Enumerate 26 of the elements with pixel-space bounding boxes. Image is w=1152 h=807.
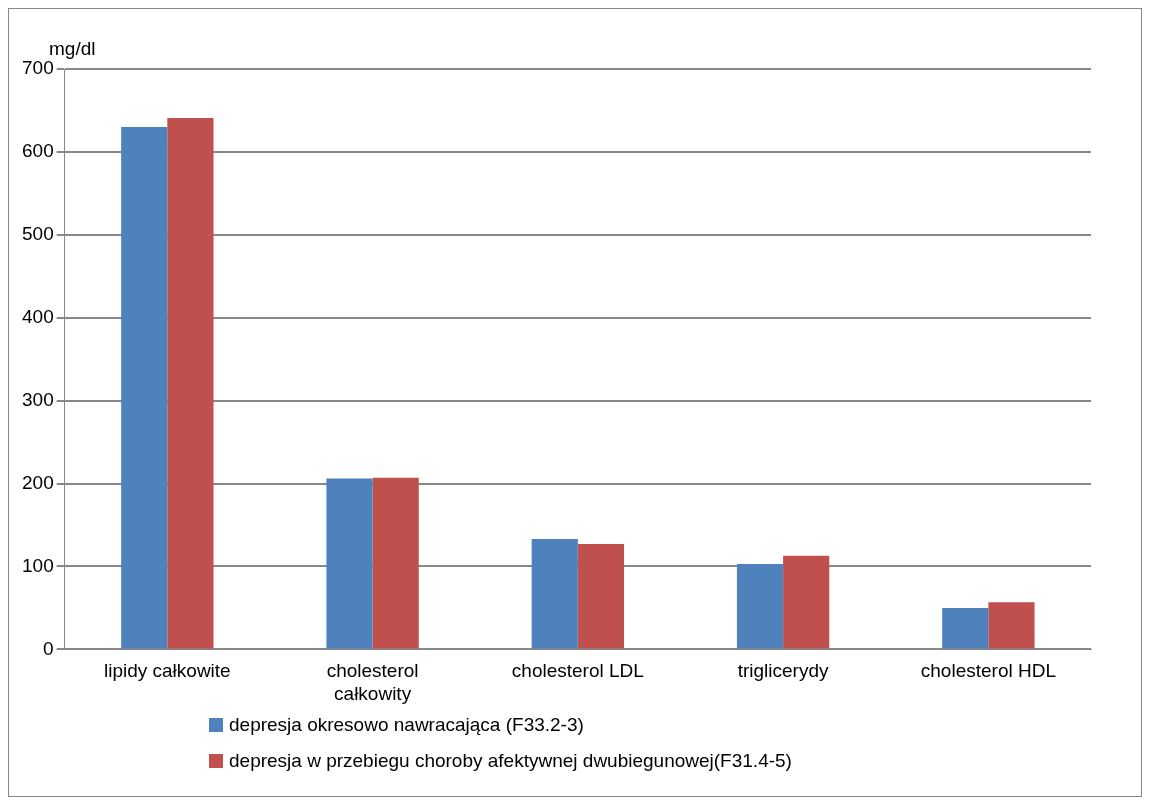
x-tick-label: lipidy całkowite xyxy=(103,660,231,682)
bar xyxy=(736,564,784,649)
y-tick-label: 300 xyxy=(22,388,54,410)
bar xyxy=(531,539,578,649)
y-axis-title: mg/dl xyxy=(49,37,96,59)
y-tick-label: 200 xyxy=(22,471,54,493)
y-tick-label: 400 xyxy=(22,305,54,327)
bar xyxy=(167,117,214,649)
y-tick-label: 600 xyxy=(22,140,54,162)
bar xyxy=(372,477,419,649)
x-tick-label: cholesterol HDL xyxy=(920,660,1056,682)
x-tick-label: cholesterol LDL xyxy=(511,660,644,682)
bar xyxy=(326,478,373,649)
y-tick-label: 100 xyxy=(22,554,54,576)
y-tick-label: 500 xyxy=(22,223,54,245)
bar xyxy=(942,607,989,649)
bar xyxy=(121,127,168,649)
legend-label: depresja w przebiegu choroby afektywnej dwubiegunowej(F31.4-5) xyxy=(229,750,792,772)
legend-label: depresja okresowo nawracająca (F33.2-3) xyxy=(229,714,584,736)
y-tick-label: 0 xyxy=(43,637,54,659)
bar xyxy=(577,544,625,649)
bar xyxy=(783,555,830,649)
y-tick-label: 700 xyxy=(22,57,54,79)
x-tick-label: cholesterol całkowity xyxy=(326,660,419,704)
bar xyxy=(988,602,1035,649)
x-tick-label: triglicerydy xyxy=(737,660,829,682)
